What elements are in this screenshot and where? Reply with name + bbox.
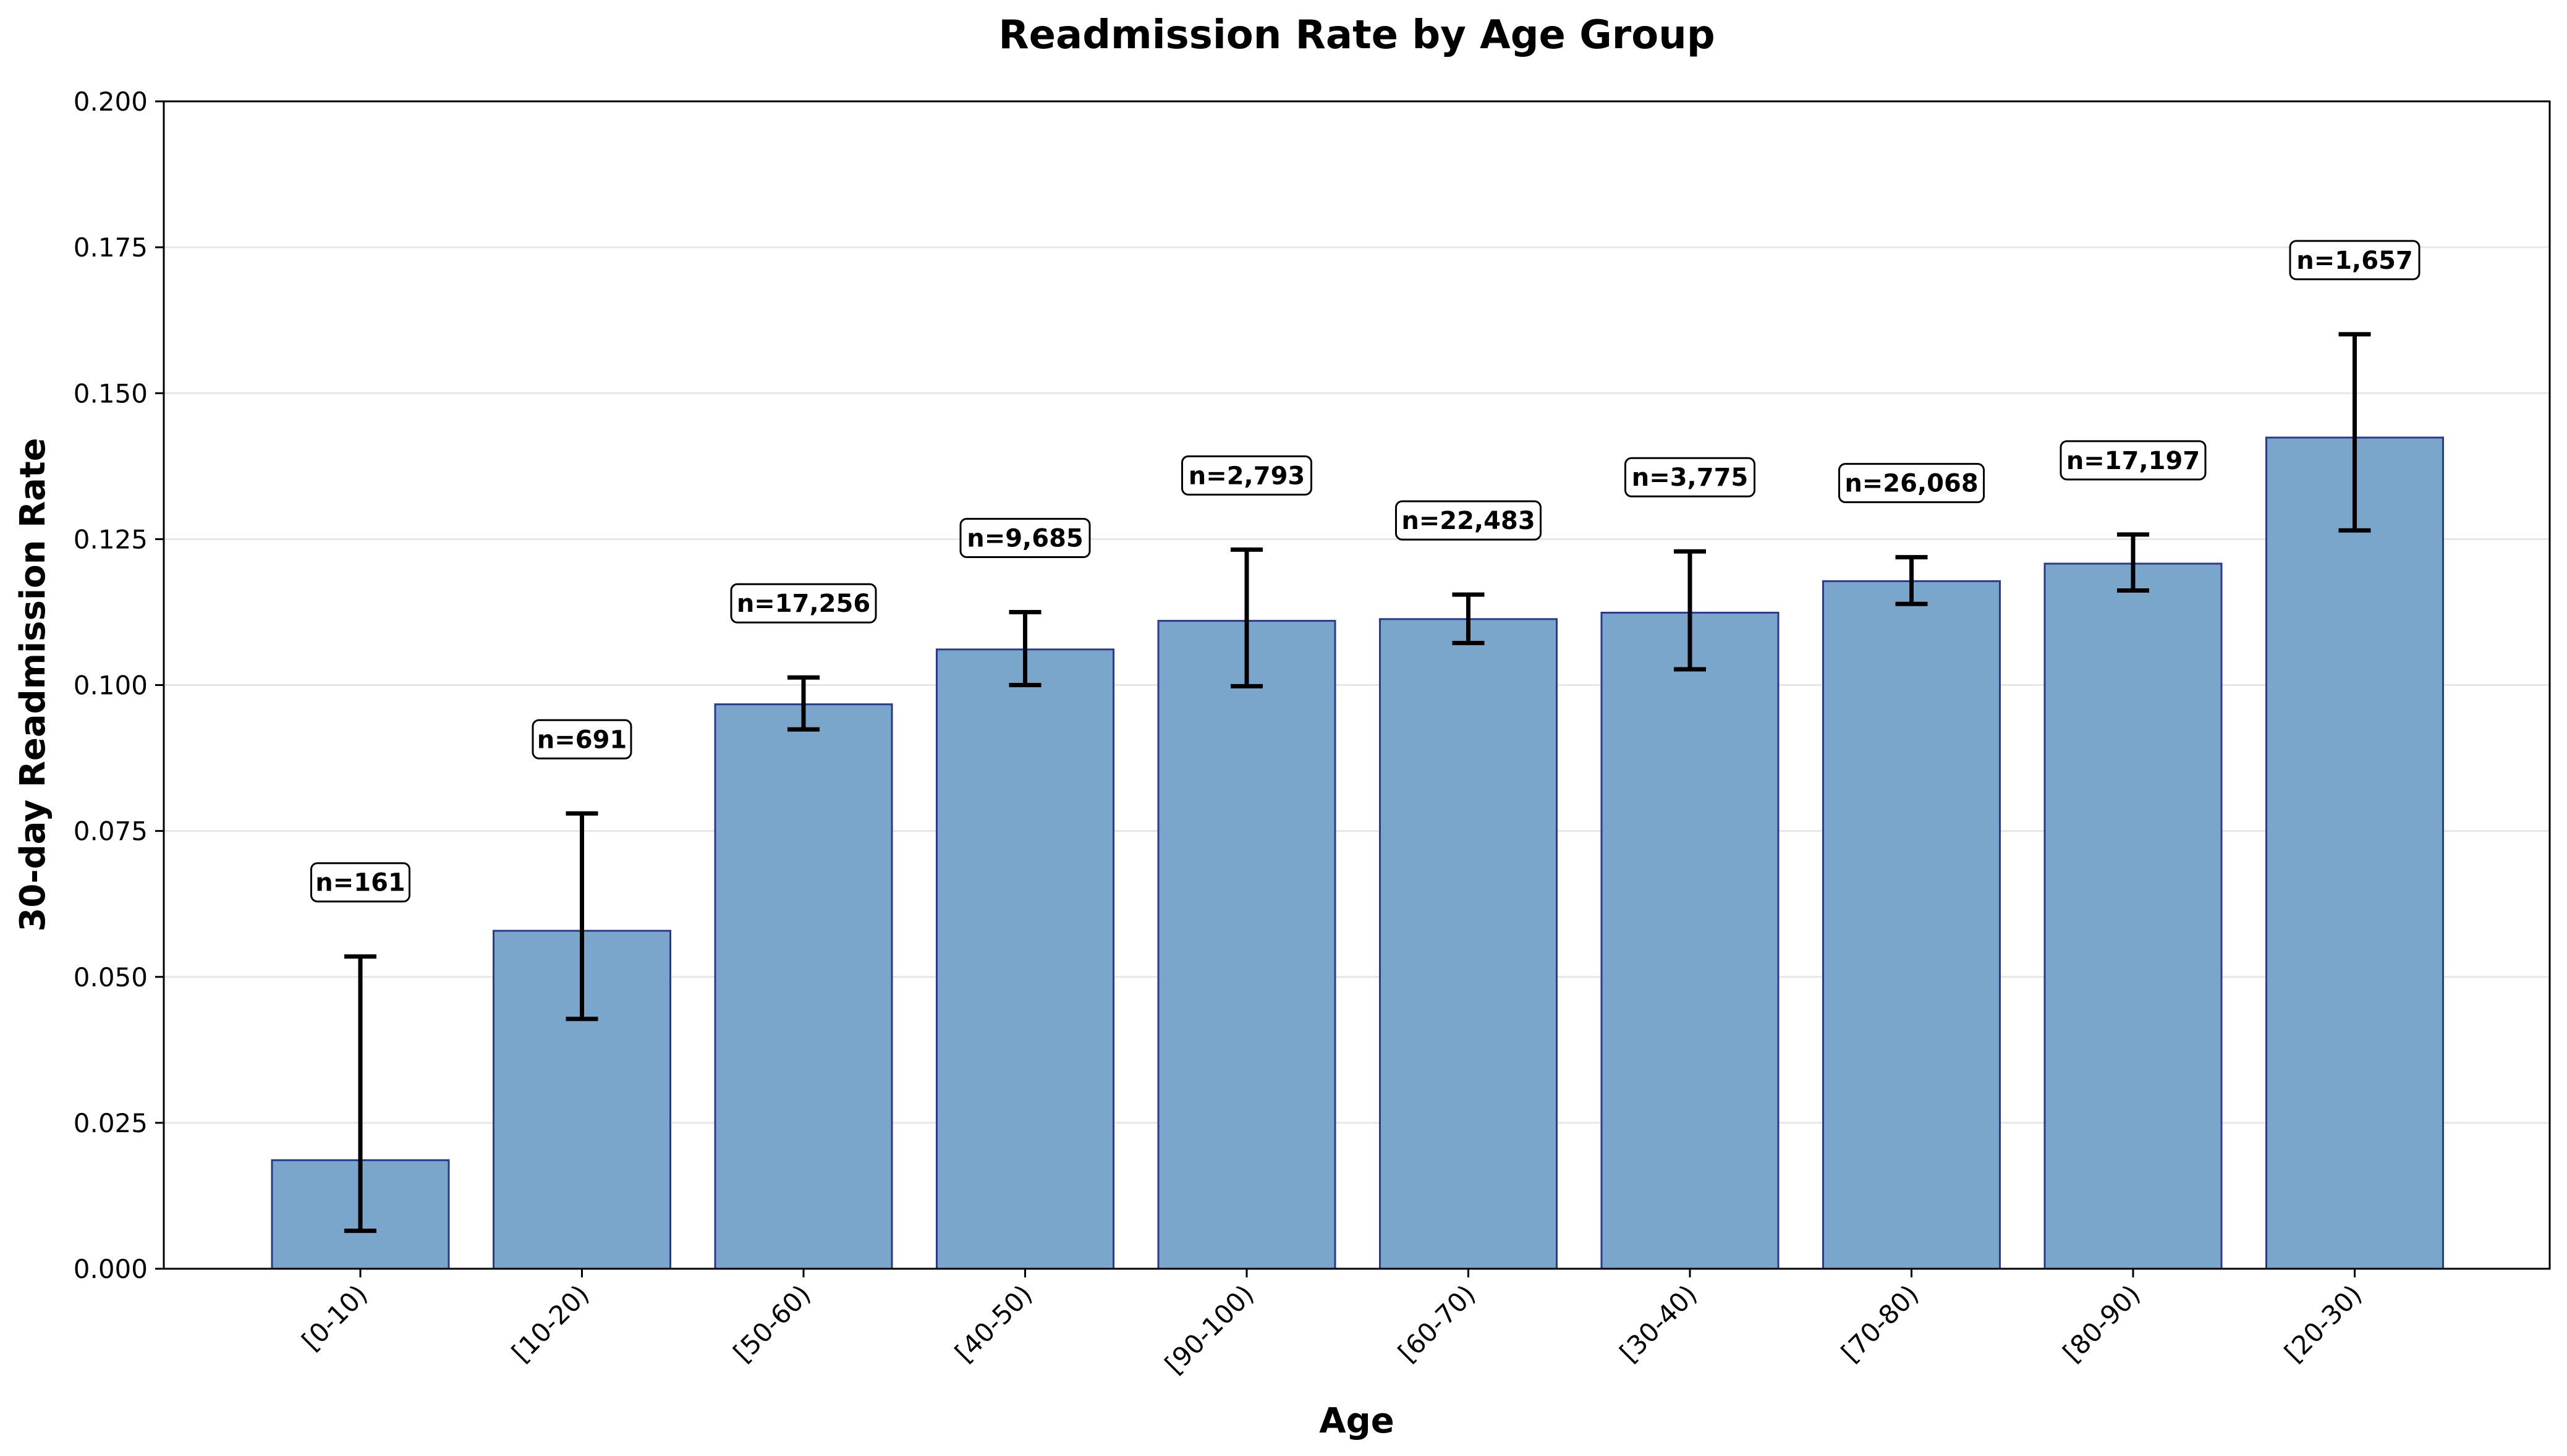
bar bbox=[1379, 618, 1558, 1270]
x-tick-label: [30-40) bbox=[1614, 1279, 1703, 1368]
sample-size-box bbox=[730, 583, 877, 624]
sample-size-text: n=2,793 bbox=[1189, 462, 1305, 490]
sample-size-label: n=691 bbox=[532, 719, 632, 760]
sample-size-text: n=1,657 bbox=[2296, 247, 2413, 275]
error-bars bbox=[344, 332, 2371, 1234]
sample-size-text: n=26,068 bbox=[1844, 470, 1978, 498]
bar bbox=[2265, 436, 2444, 1270]
bar bbox=[1600, 611, 1780, 1270]
y-tick-label: 0.150 bbox=[74, 378, 148, 408]
error-bar bbox=[2117, 532, 2149, 593]
sample-size-box bbox=[959, 517, 1091, 558]
bar bbox=[714, 703, 893, 1270]
sample-size-box bbox=[2060, 440, 2207, 481]
sample-size-label: n=2,793 bbox=[1181, 455, 1312, 496]
x-tick-label: [40-50) bbox=[949, 1279, 1038, 1368]
y-tick-label: 0.000 bbox=[74, 1254, 148, 1284]
sample-size-text: n=691 bbox=[537, 726, 627, 754]
x-axis-ticks: [0-10) [10-20) [50-60) [40-50) [90-100) [60-7… bbox=[296, 1269, 2368, 1379]
sample-size-box bbox=[532, 719, 632, 760]
y-tick-label: 0.025 bbox=[74, 1108, 148, 1138]
sample-size-text: n=9,685 bbox=[967, 524, 1084, 552]
bar bbox=[1157, 620, 1336, 1270]
sample-size-label: n=17,256 bbox=[730, 583, 877, 624]
x-axis-label: Age bbox=[1319, 1401, 1394, 1441]
sample-size-box bbox=[1181, 455, 1312, 496]
sample-size-label: n=22,483 bbox=[1395, 500, 1542, 541]
x-tick-label: [20-30) bbox=[2278, 1279, 2367, 1368]
bar bbox=[1822, 580, 2001, 1270]
sample-size-box bbox=[1838, 463, 1985, 504]
bars bbox=[271, 436, 2444, 1270]
error-bar bbox=[787, 675, 820, 732]
y-tick-label: 0.175 bbox=[74, 232, 148, 263]
sample-size-label: n=17,197 bbox=[2060, 440, 2207, 481]
error-bar bbox=[1231, 547, 1263, 688]
sample-size-text: n=3,775 bbox=[1632, 463, 1749, 492]
bar bbox=[936, 648, 1114, 1270]
y-tick-label: 0.075 bbox=[74, 816, 148, 847]
sample-size-label: n=1,657 bbox=[2289, 240, 2421, 281]
x-tick-label: [90-100) bbox=[1159, 1279, 1260, 1379]
sample-size-text: n=161 bbox=[315, 869, 405, 897]
y-tick-label: 0.100 bbox=[74, 671, 148, 701]
x-tick-label: [70-80) bbox=[1835, 1279, 1924, 1368]
error-bar bbox=[566, 811, 598, 1022]
x-tick-label: [60-70) bbox=[1392, 1279, 1481, 1368]
x-tick-label: [80-90) bbox=[2057, 1279, 2146, 1368]
sample-size-text: n=17,256 bbox=[737, 590, 870, 618]
sample-size-box bbox=[2289, 240, 2421, 281]
x-tick-label: [0-10) bbox=[296, 1279, 373, 1356]
sample-size-label: n=3,775 bbox=[1624, 457, 1755, 497]
y-axis-label: 30-day Readmission Rate bbox=[13, 438, 53, 931]
x-tick-label: [50-60) bbox=[728, 1279, 817, 1368]
y-tick-label: 0.125 bbox=[74, 524, 148, 554]
sample-size-text: n=22,483 bbox=[1401, 507, 1535, 535]
sample-size-text: n=17,197 bbox=[2066, 447, 2200, 475]
error-bar bbox=[344, 954, 376, 1234]
sample-size-box bbox=[310, 862, 410, 903]
bar bbox=[2043, 562, 2223, 1270]
sample-size-labels: n=161 n=691 n=17,256 n=9,685 n=2,793 n=22,483… bbox=[310, 240, 2421, 903]
sample-size-label: n=26,068 bbox=[1838, 463, 1985, 504]
sample-size-label: n=9,685 bbox=[959, 517, 1091, 558]
chart-title: Readmission Rate by Age Group bbox=[998, 12, 1715, 58]
error-bar bbox=[2338, 332, 2371, 533]
sample-size-box bbox=[1624, 457, 1755, 497]
sample-size-label: n=161 bbox=[310, 862, 410, 903]
error-bar bbox=[1009, 609, 1042, 687]
error-bar bbox=[1452, 592, 1485, 645]
y-axis-ticks: 0.000 0.025 0.050 0.075 0.100 0.125 0.150 0.175… bbox=[74, 87, 164, 1284]
x-tick-label: [10-20) bbox=[506, 1279, 595, 1368]
y-tick-label: 0.050 bbox=[74, 962, 148, 993]
y-tick-label: 0.200 bbox=[74, 87, 148, 117]
sample-size-box bbox=[1395, 500, 1542, 541]
error-bar bbox=[1674, 549, 1706, 672]
error-bar bbox=[1895, 555, 1928, 606]
